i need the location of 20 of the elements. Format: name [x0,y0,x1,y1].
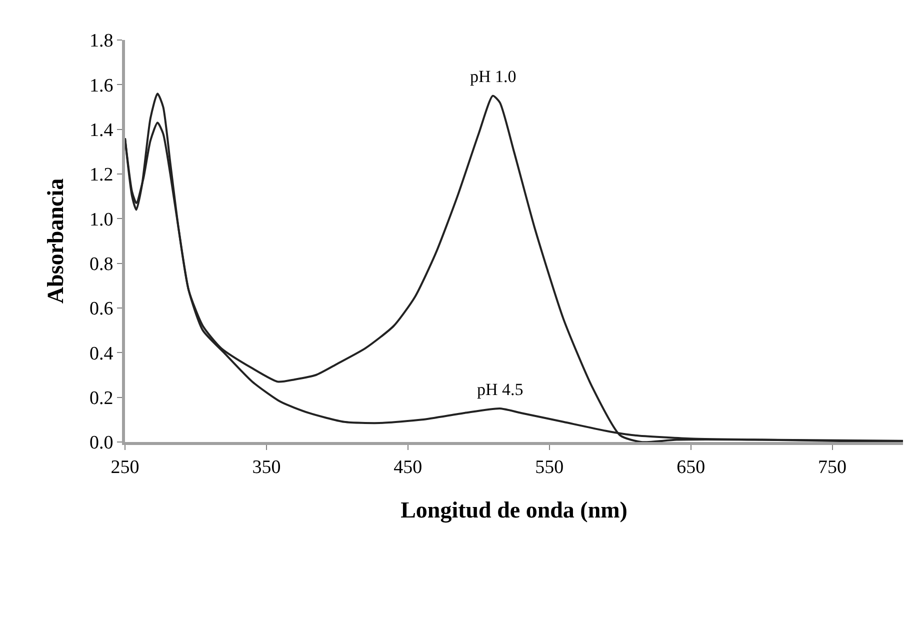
y-tick-label: 1.2 [89,164,114,186]
y-tick-label: 1.6 [89,75,114,96]
x-tick-label: 650 [676,456,706,478]
x-tick-label: 550 [535,456,564,478]
y-tick-label: 0.6 [89,298,114,320]
x-tick-label: 350 [252,456,281,478]
y-tick-label: 0.0 [89,432,114,454]
annotation: pH 4.5 [477,380,524,399]
y-tick-label: 1.0 [89,209,114,230]
y-tick-label: 1.4 [89,120,114,141]
x-axis-title: Longitud de onda (nm) [400,497,628,524]
x-tick-label: 250 [110,456,140,478]
y-tick-label: 1.8 [89,30,114,52]
annotation: pH 1.0 [470,67,516,86]
x-tick-label: 450 [394,456,422,478]
y-axis-title: Absorbancia [42,178,68,304]
y-tick-label: 0.2 [89,388,114,409]
x-tick-label: 750 [818,456,847,478]
y-tick-label: 0.4 [89,343,114,364]
y-tick-label: 0.8 [89,254,114,275]
